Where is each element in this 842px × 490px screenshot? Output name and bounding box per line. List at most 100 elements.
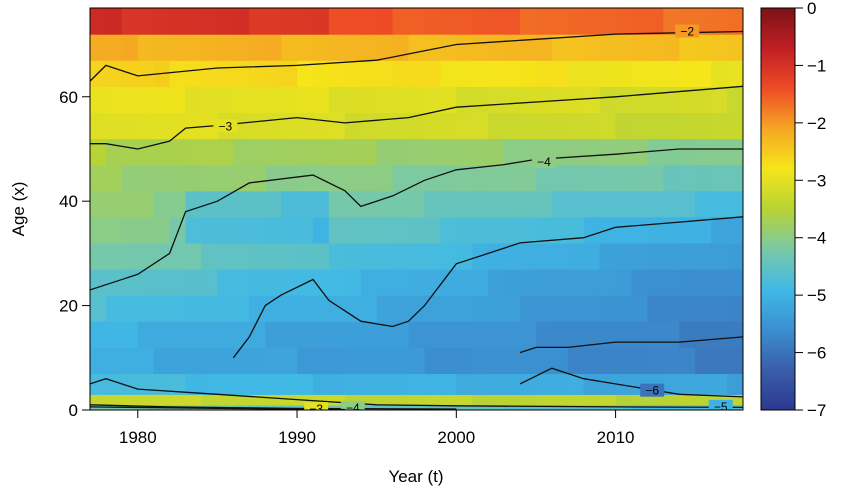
heat-cell xyxy=(169,242,187,270)
heat-cell xyxy=(727,164,743,192)
heat-cell xyxy=(647,295,664,322)
heat-cell xyxy=(233,60,250,87)
heat-cell xyxy=(583,242,601,270)
heat-cell xyxy=(153,190,171,218)
heat-cell xyxy=(520,269,537,296)
heat-cell xyxy=(472,60,489,87)
heat-cell xyxy=(344,347,362,375)
heat-cell xyxy=(90,138,107,166)
heat-cell xyxy=(551,269,569,296)
heat-cell xyxy=(217,34,234,61)
heat-cell xyxy=(169,373,187,395)
heat-cell xyxy=(583,269,601,296)
heat-cell xyxy=(456,86,473,114)
heat-cell xyxy=(520,164,537,192)
heat-cell xyxy=(217,242,234,270)
heat-cell xyxy=(233,347,250,375)
heat-cell xyxy=(233,373,250,395)
heat-cell xyxy=(121,34,139,61)
heat-cell xyxy=(615,86,633,114)
heat-cell xyxy=(599,321,617,348)
heat-cell xyxy=(551,190,569,218)
heat-cell xyxy=(663,86,680,114)
heat-cell xyxy=(535,8,553,35)
heat-cell xyxy=(360,321,378,348)
heat-cell xyxy=(281,242,298,270)
contour-label-bg xyxy=(675,24,700,38)
heat-cell xyxy=(344,60,362,87)
heat-cell xyxy=(408,295,426,322)
heat-cell xyxy=(217,295,234,322)
heat-cell xyxy=(153,373,171,395)
heat-cell xyxy=(408,138,426,166)
heat-cell xyxy=(679,295,696,322)
heat-cell xyxy=(504,321,521,348)
heat-cell xyxy=(711,112,728,140)
heat-cell xyxy=(504,269,521,296)
heat-cell xyxy=(679,321,696,348)
heat-cell xyxy=(249,8,266,35)
heat-cell xyxy=(520,190,537,218)
heat-cell xyxy=(551,404,569,410)
heat-cell xyxy=(121,138,139,166)
contour-label-bg xyxy=(340,400,365,410)
contour-label-bg xyxy=(640,383,665,397)
heat-cell xyxy=(185,373,203,395)
heat-cell xyxy=(488,8,505,35)
heat-cell xyxy=(615,34,633,61)
heat-cell xyxy=(520,373,537,395)
heat-cell xyxy=(615,112,633,140)
heat-cell xyxy=(647,60,664,87)
heat-cell xyxy=(249,321,266,348)
heat-cell xyxy=(472,190,489,218)
heat-cell xyxy=(631,347,649,375)
heat-cell xyxy=(535,216,553,244)
heat-cell xyxy=(647,347,664,375)
heat-cell xyxy=(663,347,680,375)
heat-cell xyxy=(504,8,521,35)
heat-cell xyxy=(615,8,633,35)
heat-cell xyxy=(376,112,394,140)
heat-cell xyxy=(424,86,441,114)
heat-cell xyxy=(249,164,266,192)
colorbar-tick-label: 0 xyxy=(807,0,816,18)
heat-cell xyxy=(615,269,633,296)
heat-cell xyxy=(297,8,314,35)
heat-cell xyxy=(312,8,330,35)
heat-cell xyxy=(265,86,282,114)
heat-cell xyxy=(663,394,680,406)
heat-cell xyxy=(344,242,362,270)
heat-cell xyxy=(185,164,203,192)
heat-cell xyxy=(551,295,569,322)
heat-cell xyxy=(727,34,743,61)
heat-cell xyxy=(360,394,378,406)
heat-cell xyxy=(615,347,633,375)
heat-cell xyxy=(105,138,123,166)
heat-cell xyxy=(456,138,473,166)
heat-cell xyxy=(727,269,743,296)
heat-cell xyxy=(201,295,219,322)
heat-cell xyxy=(551,8,569,35)
heat-cell xyxy=(408,321,426,348)
contour-line xyxy=(90,148,743,291)
heat-cell xyxy=(472,112,489,140)
heatmap-cells xyxy=(90,8,743,410)
heat-cell xyxy=(376,190,394,218)
heat-cell xyxy=(472,216,489,244)
contour-label-bg xyxy=(708,399,733,410)
heat-cell xyxy=(153,295,171,322)
heat-cell xyxy=(249,34,266,61)
heat-cell xyxy=(711,242,728,270)
heat-cell xyxy=(408,8,426,35)
heat-cell xyxy=(504,60,521,87)
heat-cell xyxy=(631,242,649,270)
heat-cell xyxy=(90,295,107,322)
heat-cell xyxy=(360,34,378,61)
heat-cell xyxy=(647,216,664,244)
colorbar-tick-label: −1 xyxy=(807,56,826,75)
heat-cell xyxy=(535,295,553,322)
heat-cell xyxy=(105,295,123,322)
heat-cell xyxy=(408,60,426,87)
heat-cell xyxy=(376,60,394,87)
heat-cell xyxy=(297,321,314,348)
